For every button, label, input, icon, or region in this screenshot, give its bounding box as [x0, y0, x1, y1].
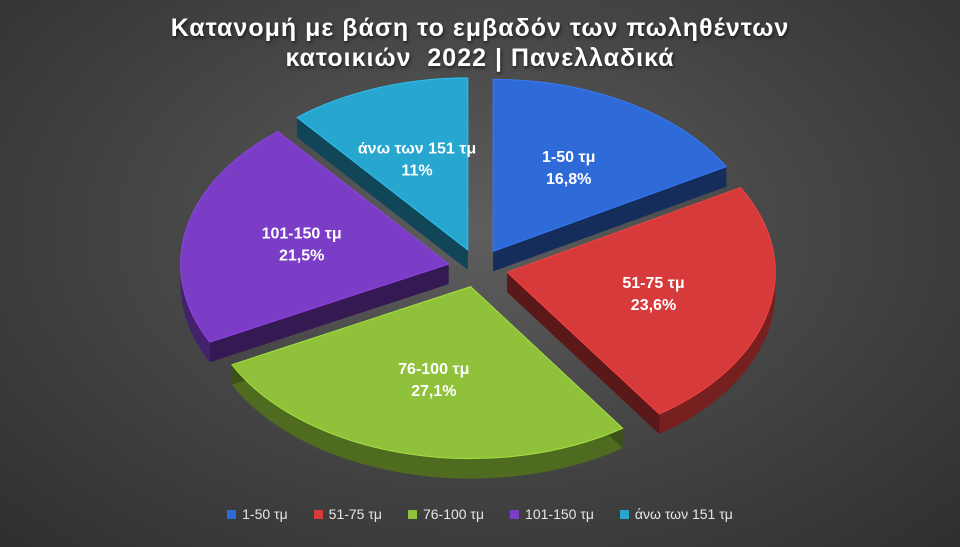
slice-value-label-4: 11% [401, 162, 432, 179]
legend-swatch-3 [510, 509, 520, 519]
slice-value-label-0: 16,8% [546, 171, 591, 188]
legend-item-3: 101-150 τμ [510, 506, 594, 522]
legend-label-1: 51-75 τμ [328, 506, 382, 522]
chart-title-line-2: κατοικιών 2022 | Πανελλαδικά [285, 44, 675, 72]
slice-value-label-2: 27,1% [411, 383, 456, 400]
pie-slice-4 [296, 77, 469, 251]
slice-category-label-3: 101-150 τμ [262, 226, 342, 243]
legend-item-2: 76-100 τμ [407, 506, 485, 522]
pie-slice-2 [231, 286, 624, 460]
pie-slice-3 [180, 130, 450, 343]
legend-swatch-4 [619, 509, 629, 519]
legend-label-0: 1-50 τμ [242, 506, 288, 522]
slice-value-label-3: 21,5% [279, 248, 324, 265]
pie-slice-1 [506, 186, 776, 415]
slice-category-label-0: 1-50 τμ [542, 149, 595, 166]
pie-slice-0 [492, 78, 728, 253]
legend-label-3: 101-150 τμ [525, 506, 594, 522]
legend-label-4: άνω των 151 τμ [634, 506, 733, 522]
legend-label-2: 76-100 τμ [422, 506, 485, 522]
slice-category-label-2: 76-100 τμ [398, 361, 469, 378]
slice-category-label-1: 51-75 τμ [622, 275, 684, 292]
legend-swatch-0 [227, 509, 237, 519]
legend-item-1: 51-75 τμ [313, 506, 382, 522]
legend-item-0: 1-50 τμ [227, 506, 288, 522]
legend-swatch-2 [407, 509, 417, 519]
legend-item-4: άνω των 151 τμ [619, 506, 733, 522]
chart-title-line-1: Κατανομή με βάση το εμβαδόν των πωληθέντ… [170, 14, 790, 42]
slice-category-label-4: άνω των 151 τμ [358, 140, 476, 157]
legend-swatch-1 [313, 509, 323, 519]
slice-value-label-1: 23,6% [631, 297, 676, 314]
legend: 1-50 τμ 51-75 τμ 76-100 τμ 101-150 τμ άνω τω… [0, 506, 960, 522]
